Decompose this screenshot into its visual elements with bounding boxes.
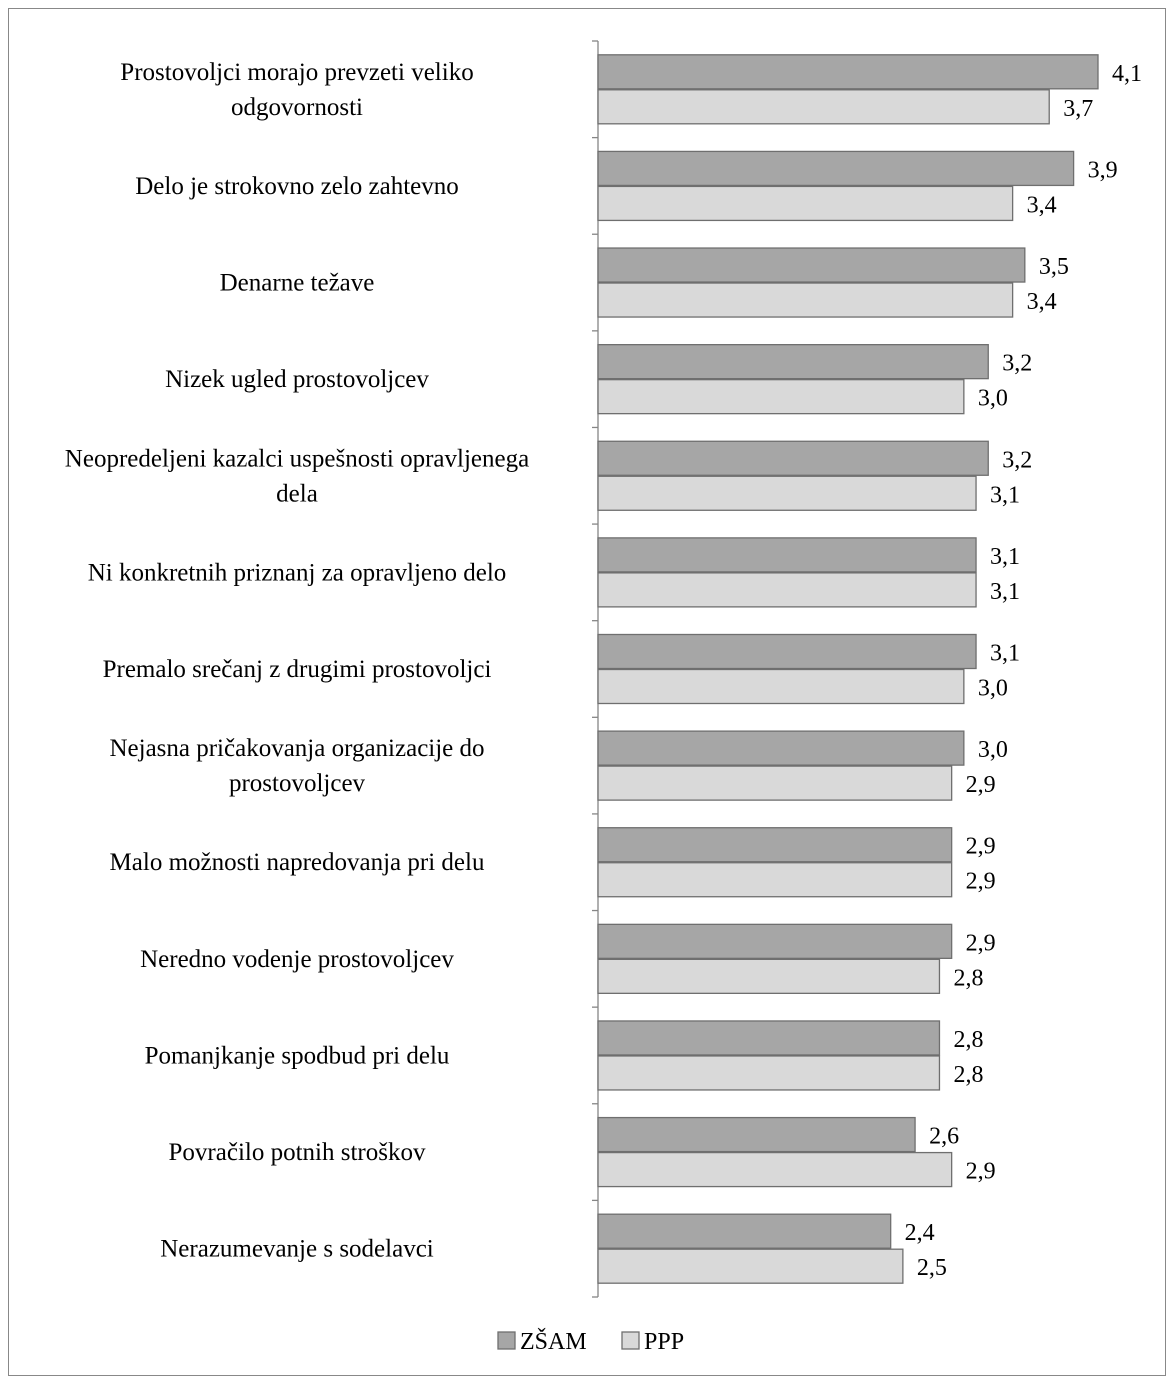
data-label: 3,5 [1039, 254, 1069, 280]
category-label: Premalo srečanj z drugimi prostovoljci [103, 656, 492, 683]
category-label: Ni konkretnih priznanj za opravljeno del… [88, 559, 507, 586]
bar-ppp [597, 862, 953, 898]
legend-swatch [497, 1331, 516, 1350]
category-label: Malo možnosti napredovanja pri delu [110, 849, 485, 876]
chart-frame [8, 8, 1166, 1376]
bar-zam [597, 440, 989, 476]
bar-ppp [597, 668, 965, 705]
category-label-line: dela [276, 480, 318, 507]
data-label: 3,2 [1002, 351, 1032, 377]
data-label: 3,1 [990, 579, 1020, 605]
legend-label: ZŠAM [520, 1328, 587, 1355]
data-label: 3,0 [978, 737, 1008, 763]
legend-label: PPP [644, 1329, 684, 1355]
data-label: 2,9 [966, 930, 996, 956]
bar-ppp [597, 89, 1050, 125]
bar-zam [597, 1020, 941, 1056]
category-label: Delo je strokovno zelo zahtevno [135, 173, 459, 200]
labels-layer: Prostovoljci morajo prevzeti veliko odgov… [65, 59, 1142, 1281]
data-label: 3,1 [990, 482, 1020, 508]
bar-zam [597, 537, 977, 573]
data-label: 2,9 [966, 772, 996, 798]
bar-ppp [597, 185, 1014, 222]
data-label: 4,1 [1112, 61, 1142, 87]
category-label-line: Nizek ugled prostovoljcev [165, 366, 429, 393]
bar-ppp [597, 1055, 941, 1091]
category-label: Nerazumevanje s sodelavci [160, 1236, 434, 1263]
bars-layer [597, 54, 1099, 1284]
bar-zam [597, 633, 977, 670]
category-label-line: prostovoljcev [229, 770, 366, 797]
bar-ppp [597, 379, 965, 415]
legend: ZŠAM PPP [497, 1328, 684, 1355]
category-label-line: Prostovoljci morajo prevzeti veliko [120, 59, 473, 86]
category-label: Povračilo potnih stroškov [169, 1139, 426, 1166]
bar-zam [597, 827, 953, 863]
bar-zam [597, 1213, 892, 1249]
category-label-line: Neredno vodenje prostovoljcev [140, 946, 454, 973]
category-label-line: Nejasna pričakovanja organizacije do [109, 735, 484, 762]
category-label-line: Neopredeljeni kazalci uspešnosti opravlj… [65, 445, 529, 472]
category-label-line: Ni konkretnih priznanj za opravljeno del… [88, 559, 507, 586]
category-label: Neopredeljeni kazalci uspešnosti opravlj… [65, 445, 529, 507]
data-label: 3,9 [1088, 157, 1118, 183]
category-label-line: Delo je strokovno zelo zahtevno [135, 173, 459, 200]
bar-ppp [597, 765, 953, 801]
category-label-line: Malo možnosti napredovanja pri delu [110, 849, 485, 876]
bar-zam [597, 150, 1075, 187]
bar-ppp [597, 282, 1014, 318]
category-label-line: Denarne težave [220, 270, 375, 297]
data-label: 3,1 [990, 544, 1020, 570]
data-label: 2,5 [917, 1255, 947, 1281]
data-label: 3,4 [1027, 192, 1057, 218]
data-label: 3,7 [1063, 96, 1093, 122]
category-label: Pomanjkanje spodbud pri delu [145, 1042, 450, 1069]
category-label-line: Nerazumevanje s sodelavci [160, 1236, 434, 1263]
data-label: 2,6 [929, 1124, 959, 1150]
category-label-line: Pomanjkanje spodbud pri delu [145, 1042, 450, 1069]
data-label: 2,9 [966, 1159, 996, 1185]
data-label: 2,9 [966, 869, 996, 895]
legend-swatch [621, 1331, 640, 1350]
data-label: 2,8 [953, 965, 983, 991]
data-label: 2,8 [953, 1027, 983, 1053]
bar-zam [597, 923, 953, 959]
data-label: 3,4 [1027, 289, 1057, 315]
category-label: Prostovoljci morajo prevzeti veliko odgov… [120, 59, 473, 121]
axis-layer [592, 40, 599, 1298]
category-label-line: Premalo srečanj z drugimi prostovoljci [103, 656, 492, 683]
bar-zam [597, 54, 1099, 90]
bar-ppp [597, 1248, 904, 1284]
bar-zam [597, 247, 1026, 283]
category-label: Nizek ugled prostovoljcev [165, 366, 429, 393]
category-label: Denarne težave [220, 270, 375, 297]
bar-ppp [597, 475, 977, 511]
data-label: 3,2 [1002, 447, 1032, 473]
bar-zam [597, 344, 989, 380]
bar-ppp [597, 1151, 953, 1188]
bar-ppp [597, 572, 977, 608]
data-label: 3,0 [978, 676, 1008, 702]
bar-ppp [597, 958, 941, 994]
category-label: Neredno vodenje prostovoljcev [140, 946, 454, 973]
category-label-line: odgovornosti [231, 94, 363, 121]
bar-zam [597, 1116, 916, 1153]
category-label-line: Povračilo potnih stroškov [169, 1139, 426, 1166]
data-label: 2,9 [966, 834, 996, 860]
data-label: 2,4 [905, 1220, 935, 1246]
data-label: 3,1 [990, 641, 1020, 667]
category-label: Nejasna pričakovanja organizacije do pros… [109, 735, 484, 797]
bar-zam [597, 730, 965, 766]
data-label: 2,8 [953, 1062, 983, 1088]
data-label: 3,0 [978, 386, 1008, 412]
